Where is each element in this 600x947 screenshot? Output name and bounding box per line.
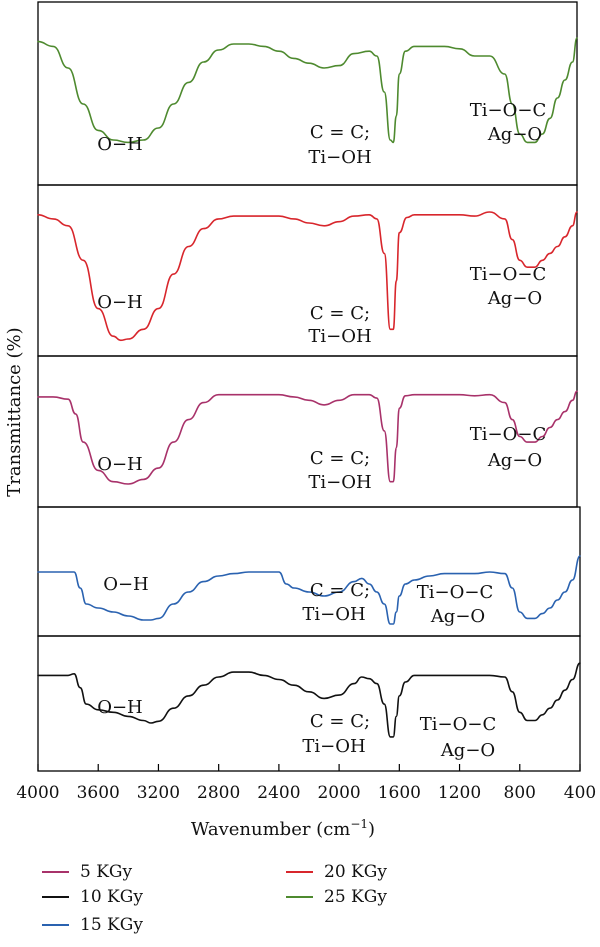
x-tick-label-3200: 3200 bbox=[137, 783, 180, 803]
x-tick-label-3600: 3600 bbox=[77, 783, 120, 803]
annotation-10-kgy-3: Ti−O−C bbox=[420, 714, 496, 735]
x-tick-label-2000: 2000 bbox=[317, 783, 360, 803]
annotation-25-kgy-2: Ti−OH bbox=[308, 147, 371, 168]
y-axis-title: Transmittance (%) bbox=[4, 327, 25, 496]
annotation-10-kgy-4: Ag−O bbox=[440, 740, 495, 761]
annotation-20-kgy-4: Ag−O bbox=[487, 288, 542, 309]
series-line-20-kgy bbox=[37, 211, 578, 342]
annotation-20-kgy-1: C = C; bbox=[310, 303, 370, 324]
annotation-10-kgy-2: Ti−OH bbox=[302, 736, 365, 757]
series-line-15-kgy bbox=[37, 555, 581, 625]
x-tick-label-2400: 2400 bbox=[257, 783, 300, 803]
annotation-25-kgy-1: C = C; bbox=[310, 122, 370, 143]
annotation-10-kgy-0: O−H bbox=[97, 697, 143, 718]
x-tick-label-1600: 1600 bbox=[378, 783, 421, 803]
annotation-10-kgy-1: C = C; bbox=[310, 711, 370, 732]
annotation-5-kgy-2: Ti−OH bbox=[308, 472, 371, 493]
legend-label-5-kgy: 5 KGy bbox=[80, 862, 133, 882]
annotation-20-kgy-2: Ti−OH bbox=[308, 326, 371, 347]
annotation-5-kgy-0: O−H bbox=[97, 454, 143, 475]
legend-label-15-kgy: 15 KGy bbox=[80, 915, 143, 935]
x-axis-title-main: Wavenumber (cm bbox=[191, 819, 350, 840]
x-tick-label-4000: 4000 bbox=[16, 783, 59, 803]
legend-label-25-kgy: 25 KGy bbox=[324, 887, 387, 907]
annotation-15-kgy-2: Ti−OH bbox=[302, 604, 365, 625]
x-tick-label-400: 400 bbox=[564, 783, 596, 803]
annotation-25-kgy-3: Ti−O−C bbox=[470, 100, 546, 121]
annotation-25-kgy-4: Ag−O bbox=[487, 124, 542, 145]
x-tick-label-2800: 2800 bbox=[197, 783, 240, 803]
series-line-25-kgy bbox=[37, 37, 578, 144]
annotation-15-kgy-0: O−H bbox=[103, 574, 149, 595]
panels-group bbox=[37, 1, 581, 772]
x-tick-label-800: 800 bbox=[504, 783, 536, 803]
x-axis-title-superscript: −1 bbox=[350, 817, 368, 831]
annotation-25-kgy-0: O−H bbox=[97, 134, 143, 155]
annotation-5-kgy-1: C = C; bbox=[310, 448, 370, 469]
annotation-15-kgy-1: C = C; bbox=[310, 580, 370, 601]
series-line-5-kgy bbox=[37, 390, 578, 485]
x-axis: 4000 3600 3200 2800 2400 2000 1600 1200 800 400 bbox=[16, 764, 596, 803]
x-axis-title: Wavenumber (cm−1) bbox=[191, 817, 375, 840]
legend: 5 KGy 20 KGy 10 KGy 25 KGy 15 KGy bbox=[42, 862, 387, 935]
x-tick-label-1200: 1200 bbox=[438, 783, 481, 803]
annotation-5-kgy-3: Ti−O−C bbox=[470, 424, 546, 445]
annotation-5-kgy-4: Ag−O bbox=[487, 450, 542, 471]
annotation-20-kgy-0: O−H bbox=[97, 292, 143, 313]
annotation-15-kgy-4: Ag−O bbox=[430, 606, 485, 627]
panel-frame-10-kgy bbox=[37, 635, 581, 772]
annotation-20-kgy-3: Ti−O−C bbox=[470, 264, 546, 285]
legend-label-20-kgy: 20 KGy bbox=[324, 862, 387, 882]
x-axis-title-close: ) bbox=[368, 819, 375, 840]
series-line-10-kgy bbox=[37, 662, 581, 738]
legend-label-10-kgy: 10 KGy bbox=[80, 887, 143, 907]
annotation-15-kgy-3: Ti−O−C bbox=[417, 582, 493, 603]
